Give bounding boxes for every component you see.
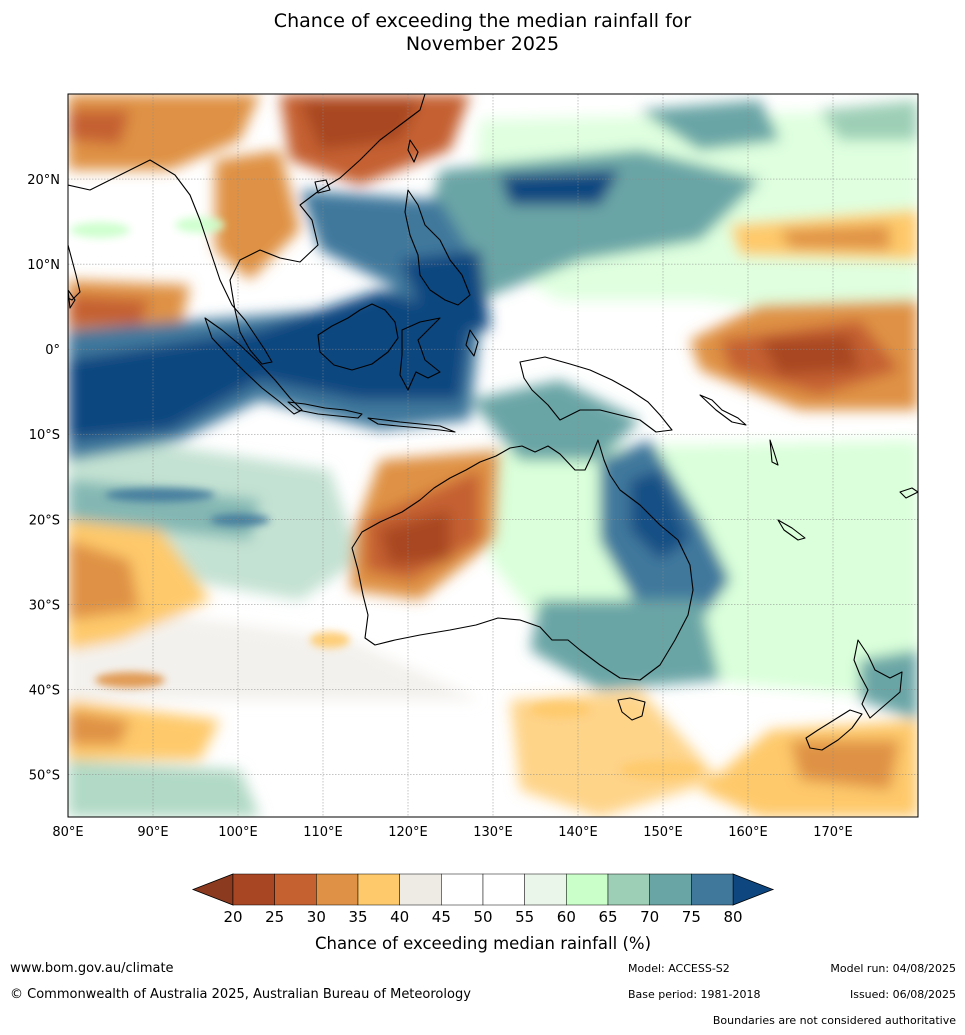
colorbar-segment	[441, 873, 484, 906]
footer-issued: Issued: 06/08/2025	[849, 988, 956, 1001]
lat-tick-label: 40°S	[29, 683, 60, 698]
lon-tick-label: 80°E	[52, 825, 83, 840]
lat-tick-label: 50°S	[29, 768, 60, 783]
longitude-labels: 80°E 90°E 100°E 110°E 120°E 130°E 140°E 150°E 16…	[52, 825, 852, 840]
footer-copyright: © Commonwealth of Australia 2025, Austra…	[10, 987, 471, 1002]
colorbar-segment	[232, 873, 275, 906]
colorbar-tick-label: 20	[223, 908, 242, 926]
hainan-coastline	[314, 179, 331, 194]
lesser-sunda-coastline	[367, 417, 456, 433]
colorbar-segment	[482, 873, 525, 906]
title-line-2: November 2025	[405, 33, 560, 55]
lon-tick-label: 100°E	[218, 825, 258, 840]
lon-tick-label: 90°E	[137, 825, 168, 840]
lat-tick-label: 10°S	[29, 428, 60, 443]
lat-tick-label: 20°N	[27, 173, 60, 188]
lat-tick-label: 0°	[45, 343, 60, 358]
colorbar-tick-label: 75	[682, 908, 701, 926]
new-caledonia-coastline	[777, 519, 806, 541]
colorbar-segment	[649, 873, 692, 906]
colorbar-tick-label: 70	[640, 908, 659, 926]
footer-model: Model: ACCESS-S2	[628, 962, 730, 975]
footer-url: www.bom.gov.au/climate	[10, 961, 174, 976]
tasmania-coastline	[617, 697, 646, 721]
australia-coastline	[351, 439, 694, 681]
vanuatu-coastline	[769, 439, 779, 466]
colorbar-tick-label: 40	[390, 908, 409, 926]
nz-south-island-coastline	[805, 709, 863, 751]
colorbar-segment	[566, 873, 609, 906]
colorbar-tick-label: 45	[432, 908, 451, 926]
colorbar-over-arrow	[732, 873, 775, 906]
colorbar-tick-label: 60	[557, 908, 576, 926]
maluku-coastline	[465, 329, 479, 357]
colorbar-tick-label: 50	[473, 908, 492, 926]
nz-north-island-coastline	[853, 639, 903, 719]
coastlines	[68, 94, 918, 751]
india-coastline	[68, 244, 81, 301]
colorbar-tick-label: 55	[515, 908, 534, 926]
fiji-coastline	[899, 487, 918, 499]
lon-tick-label: 130°E	[473, 825, 513, 840]
colorbar-tick-label: 30	[307, 908, 326, 926]
colorbar-segment	[607, 873, 650, 906]
mainland-asia-coastline	[68, 94, 426, 365]
borneo-coastline	[317, 303, 399, 371]
chart-title: Chance of exceeding the median rainfall …	[0, 10, 965, 56]
philippines-coastline	[404, 189, 471, 306]
colorbar-tick-label: 80	[723, 908, 742, 926]
lon-tick-label: 120°E	[388, 825, 428, 840]
lon-tick-label: 170°E	[813, 825, 853, 840]
lon-tick-label: 110°E	[303, 825, 343, 840]
colorbar-segment	[691, 873, 734, 906]
colorbar-segment	[399, 873, 442, 906]
lon-tick-label: 150°E	[643, 825, 683, 840]
solomon-islands-coastline	[699, 394, 747, 426]
colorbar-under-arrow	[191, 873, 234, 906]
colorbar-tick-label: 35	[348, 908, 367, 926]
latitude-labels: 20°N 10°N 0° 10°S 20°S 30°S 40°S 50°S	[27, 173, 60, 783]
colorbar-segment	[316, 873, 359, 906]
colorbar: 20 25 30 35 40 45 50 55 60 65 70 75 80 Chance of exce…	[191, 873, 775, 953]
taiwan-coastline	[407, 139, 419, 163]
sumatra-coastline	[204, 317, 303, 415]
colorbar-tick-label: 25	[265, 908, 284, 926]
footer-base-period: Base period: 1981-2018	[628, 988, 761, 1001]
new-guinea-coastline	[519, 356, 673, 433]
rainfall-outlook-map: 20°N 10°N 0° 10°S 20°S 30°S 40°S 50°S 80°E 90°E 1…	[27, 93, 919, 953]
title-line-1: Chance of exceeding the median rainfall …	[273, 10, 692, 32]
java-coastline	[287, 401, 363, 419]
colorbar-segment	[524, 873, 567, 906]
sri-lanka-coastline	[68, 289, 76, 309]
footer-model-run: Model run: 04/08/2025	[830, 962, 956, 975]
map-frame	[67, 93, 919, 818]
lon-tick-label: 140°E	[558, 825, 598, 840]
map-gridlines	[67, 94, 918, 817]
colorbar-tick-label: 65	[598, 908, 617, 926]
colorbar-label: Chance of exceeding median rainfall (%)	[315, 934, 651, 953]
lat-tick-label: 10°N	[27, 258, 60, 273]
lon-tick-label: 160°E	[728, 825, 768, 840]
colorbar-segment	[274, 873, 317, 906]
footer-boundaries-note: Boundaries are not considered authoritat…	[712, 1014, 956, 1027]
sulawesi-coastline	[399, 317, 441, 391]
lat-tick-label: 30°S	[29, 598, 60, 613]
lat-tick-label: 20°S	[29, 513, 60, 528]
colorbar-segment	[357, 873, 400, 906]
